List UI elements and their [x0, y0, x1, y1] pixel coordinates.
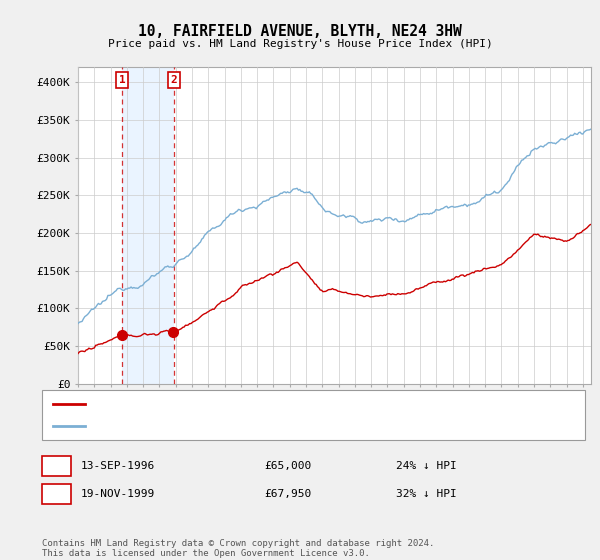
Text: 10, FAIRFIELD AVENUE, BLYTH, NE24 3HW: 10, FAIRFIELD AVENUE, BLYTH, NE24 3HW	[138, 24, 462, 39]
Text: 19-NOV-1999: 19-NOV-1999	[81, 489, 155, 499]
Text: HPI: Average price, detached house, Northumberland: HPI: Average price, detached house, Nort…	[91, 421, 404, 431]
Text: £67,950: £67,950	[264, 489, 311, 499]
Text: 1: 1	[119, 75, 125, 85]
Text: 10, FAIRFIELD AVENUE, BLYTH, NE24 3HW (detached house): 10, FAIRFIELD AVENUE, BLYTH, NE24 3HW (d…	[91, 399, 429, 409]
Bar	[78, 67, 79, 384]
Text: 32% ↓ HPI: 32% ↓ HPI	[396, 489, 457, 499]
Text: 13-SEP-1996: 13-SEP-1996	[81, 461, 155, 471]
Text: Contains HM Land Registry data © Crown copyright and database right 2024.
This d: Contains HM Land Registry data © Crown c…	[42, 539, 434, 558]
Text: 24% ↓ HPI: 24% ↓ HPI	[396, 461, 457, 471]
Bar	[122, 67, 174, 384]
Text: 1: 1	[53, 459, 60, 473]
Text: 2: 2	[53, 487, 60, 501]
Text: Price paid vs. HM Land Registry's House Price Index (HPI): Price paid vs. HM Land Registry's House …	[107, 39, 493, 49]
Text: 2: 2	[170, 75, 177, 85]
Text: £65,000: £65,000	[264, 461, 311, 471]
